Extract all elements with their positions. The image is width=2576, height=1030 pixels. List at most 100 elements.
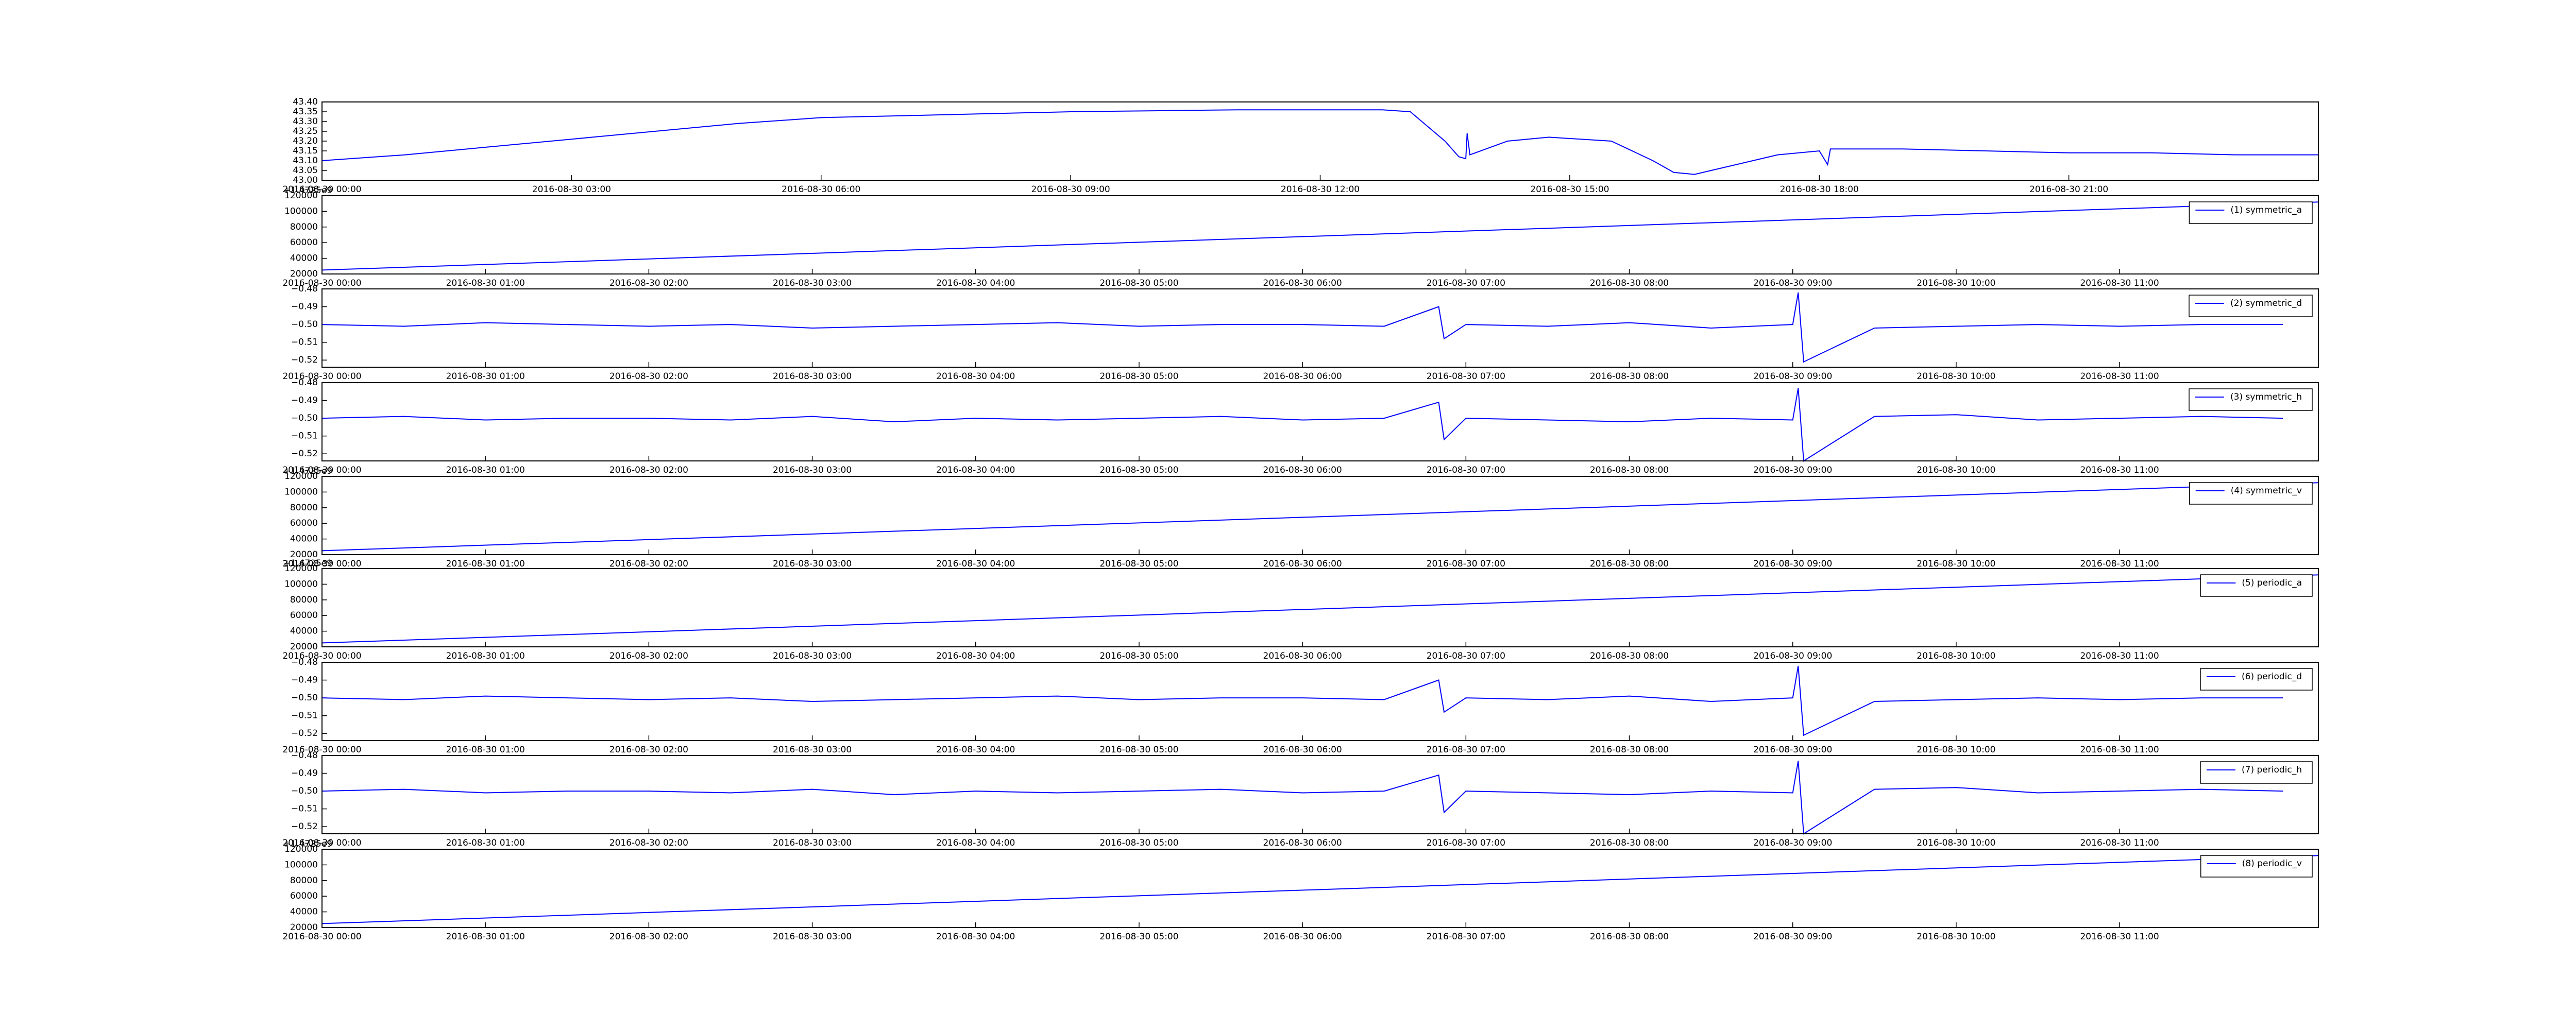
x-tick-label: 2016-08-30 10:00 (1917, 745, 1995, 755)
x-tick-label: 2016-08-30 07:00 (1427, 371, 1505, 382)
x-tick-label: 2016-08-30 04:00 (936, 465, 1015, 475)
legend: (2) symmetric_d (2189, 295, 2313, 317)
y-tick-label: 100000 (284, 206, 318, 216)
y-tick-label: 60000 (290, 518, 318, 528)
panel: 200004000060000800001000001200002016-08-… (282, 185, 2319, 288)
x-tick-label: 2016-08-30 06:00 (782, 184, 860, 195)
x-tick-label: 2016-08-30 10:00 (1917, 651, 1995, 661)
y-tick-label: 80000 (290, 503, 318, 513)
data-line (321, 109, 2318, 175)
data-line (321, 388, 2283, 462)
x-tick-label: 2016-08-30 03:00 (773, 278, 852, 288)
x-tick-label: 2016-08-30 09:00 (1753, 651, 1832, 661)
legend-box (2189, 388, 2313, 411)
x-tick-label: 2016-08-30 00:00 (282, 932, 361, 942)
y-tick-label: −0.51 (291, 431, 318, 441)
x-tick-label: 2016-08-30 07:00 (1427, 465, 1505, 475)
x-tick-label: 2016-08-30 01:00 (446, 651, 525, 661)
x-tick-label: 2016-08-30 03:00 (773, 745, 852, 755)
x-tick-label: 2016-08-30 01:00 (446, 465, 525, 475)
x-tick-label: 2016-08-30 01:00 (446, 745, 525, 755)
y-tick-label: 80000 (290, 876, 318, 886)
y-tick-label: −0.52 (291, 449, 318, 459)
x-tick-label: 2016-08-30 00:00 (282, 838, 361, 848)
x-tick-label: 2016-08-30 11:00 (2080, 278, 2159, 288)
legend-label: (5) periodic_a (2242, 578, 2302, 588)
x-tick-label: 2016-08-30 02:00 (609, 371, 688, 382)
legend-box (2189, 482, 2313, 505)
y-tick-label: 43.00 (293, 175, 318, 185)
x-tick-label: 2016-08-30 00:00 (282, 745, 361, 755)
x-tick-label: 2016-08-30 07:00 (1427, 559, 1505, 569)
x-tick-label: 2016-08-30 02:00 (609, 651, 688, 661)
legend-box (2189, 295, 2313, 317)
y-tick-label: −0.49 (291, 768, 318, 779)
plot-frame (321, 755, 2319, 834)
panel: 200004000060000800001000001200002016-08-… (282, 558, 2319, 661)
plot-frame (321, 288, 2319, 368)
x-tick-label: 2016-08-30 00:00 (282, 278, 361, 288)
panel: 43.0043.0543.1043.1543.2043.2543.3043.35… (282, 97, 2319, 195)
panel: 200004000060000800001000001200002016-08-… (282, 839, 2319, 942)
legend: (7) periodic_h (2200, 761, 2313, 784)
x-tick-label: 2016-08-30 05:00 (1099, 745, 1178, 755)
x-tick-label: 2016-08-30 10:00 (1917, 465, 1995, 475)
x-tick-label: 2016-08-30 08:00 (1590, 371, 1669, 382)
x-tick-label: 2016-08-30 08:00 (1590, 559, 1669, 569)
legend-label: (1) symmetric_a (2230, 205, 2302, 215)
y-tick-label: 60000 (290, 891, 318, 901)
y-tick-label: 80000 (290, 222, 318, 232)
x-tick-label: 2016-08-30 00:00 (282, 465, 361, 475)
legend-box (2200, 668, 2313, 691)
x-tick-label: 2016-08-30 11:00 (2080, 745, 2159, 755)
x-tick-label: 2016-08-30 15:00 (1530, 184, 1609, 195)
x-tick-label: 2016-08-30 07:00 (1427, 278, 1505, 288)
x-tick-label: 2016-08-30 11:00 (2080, 559, 2159, 569)
legend-label: (4) symmetric_v (2231, 486, 2302, 496)
x-tick-label: 2016-08-30 04:00 (936, 932, 1015, 942)
panel: −0.52 −0.51 −0.50 −0.49 −0.48 2016-08-30 00:0… (282, 377, 2319, 475)
x-tick-label: 2016-08-30 08:00 (1590, 745, 1669, 755)
plot-frame (321, 662, 2319, 741)
x-tick-label: 2016-08-30 00:00 (282, 371, 361, 382)
x-tick-label: 2016-08-30 11:00 (2080, 371, 2159, 382)
y-tick-label: −0.49 (291, 302, 318, 312)
plot-frame (321, 101, 2319, 181)
x-tick-label: 2016-08-30 08:00 (1590, 932, 1669, 942)
plot-frame (321, 195, 2319, 274)
y-tick-label: 43.40 (293, 97, 318, 107)
legend: (1) symmetric_a (2189, 201, 2313, 224)
y-tick-label: −0.48 (291, 284, 318, 294)
y-tick-label: 43.30 (293, 116, 318, 127)
x-tick-label: 2016-08-30 01:00 (446, 371, 525, 382)
x-tick-label: 2016-08-30 00:00 (282, 184, 361, 195)
plot-frame (321, 382, 2319, 461)
legend-box (2189, 201, 2313, 224)
x-tick-label: 2016-08-30 01:00 (446, 838, 525, 848)
x-tick-label: 2016-08-30 05:00 (1099, 651, 1178, 661)
y-tick-label: 40000 (290, 626, 318, 637)
x-tick-label: 2016-08-30 12:00 (1281, 184, 1360, 195)
y-tick-label: 20000 (290, 269, 318, 279)
x-tick-label: 2016-08-30 03:00 (773, 838, 852, 848)
y-tick-label: 100000 (284, 579, 318, 589)
x-tick-label: 2016-08-30 09:00 (1031, 184, 1110, 195)
y-tick-label: 100000 (284, 860, 318, 870)
x-tick-label: 2016-08-30 09:00 (1753, 838, 1832, 848)
x-tick-label: 2016-08-30 08:00 (1590, 838, 1669, 848)
x-tick-label: 2016-08-30 04:00 (936, 651, 1015, 661)
y-tick-label: −0.52 (291, 355, 318, 365)
x-tick-label: 2016-08-30 03:00 (773, 651, 852, 661)
y-tick-label: −0.50 (291, 413, 318, 423)
x-tick-label: 2016-08-30 09:00 (1753, 745, 1832, 755)
x-tick-label: 2016-08-30 10:00 (1917, 932, 1995, 942)
x-tick-label: 2016-08-30 10:00 (1917, 371, 1995, 382)
y-tick-label: −0.52 (291, 728, 318, 739)
y-tick-label: 40000 (290, 253, 318, 264)
y-tick-label: 43.25 (293, 126, 318, 136)
x-tick-label: 2016-08-30 10:00 (1917, 559, 1995, 569)
y-tick-label: 120000 (284, 191, 318, 201)
x-tick-label: 2016-08-30 04:00 (936, 559, 1015, 569)
x-tick-label: 2016-08-30 11:00 (2080, 465, 2159, 475)
x-tick-label: 2016-08-30 06:00 (1263, 371, 1342, 382)
